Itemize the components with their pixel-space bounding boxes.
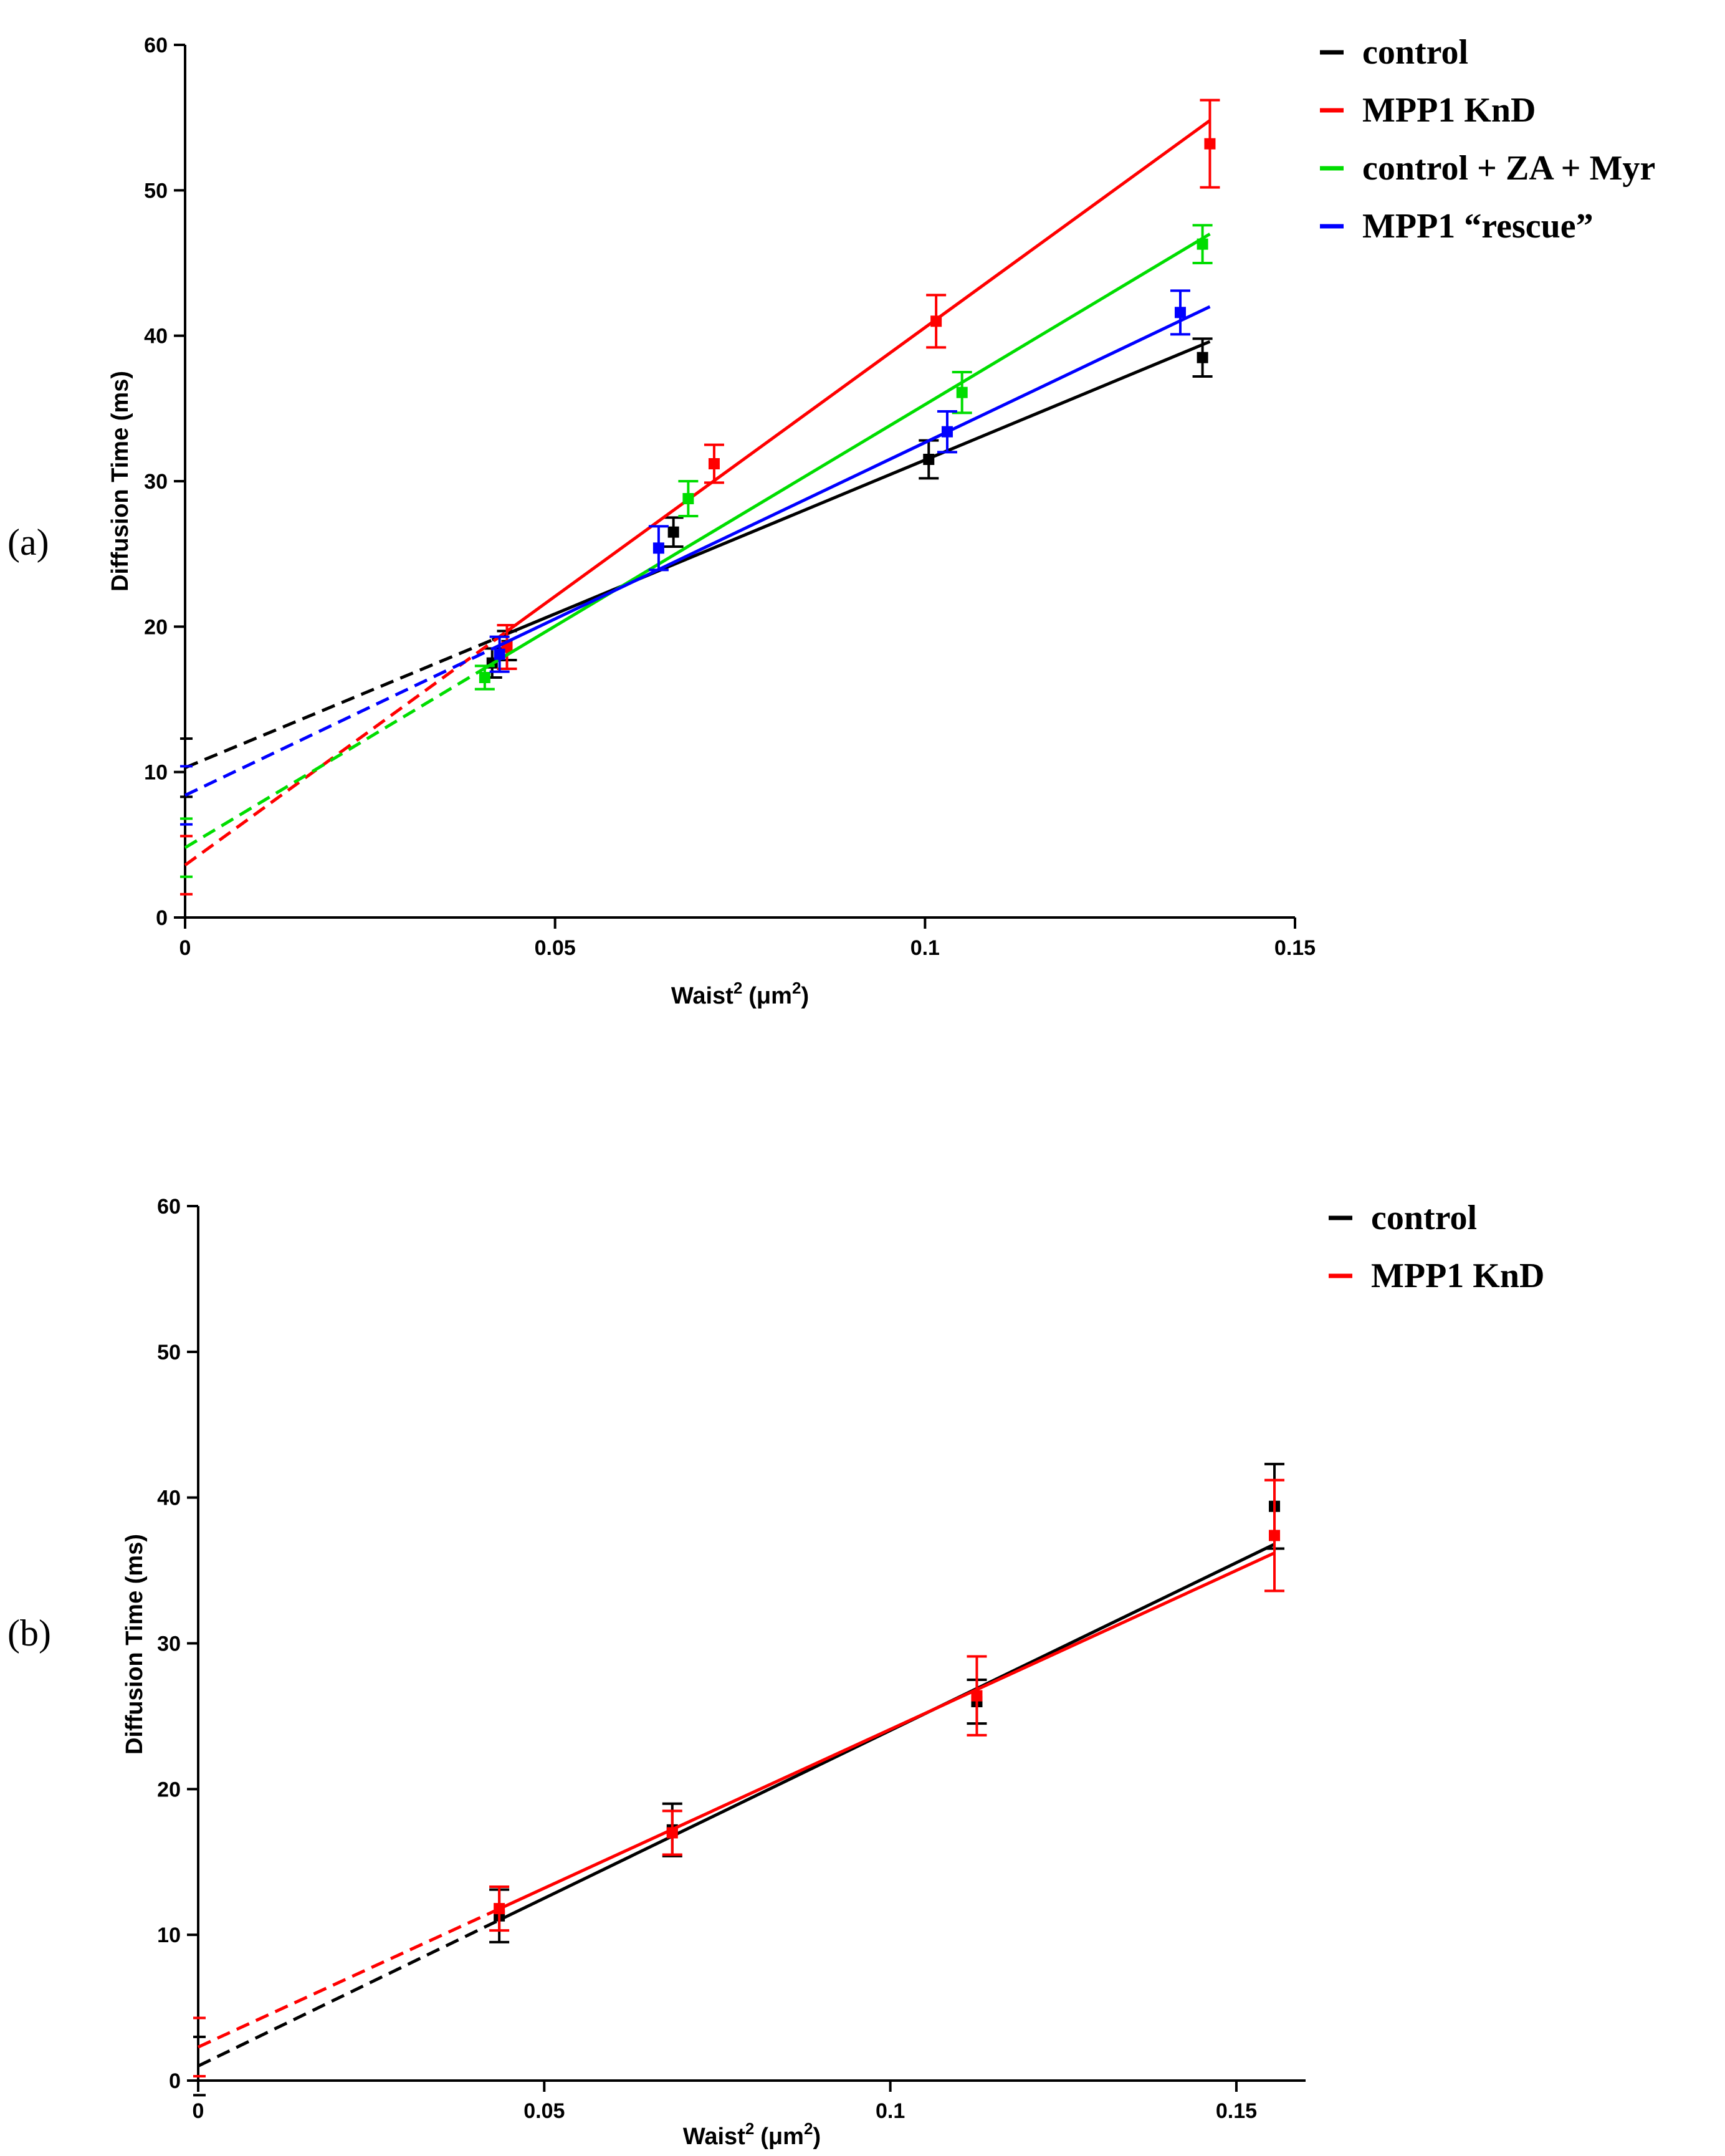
series-group xyxy=(193,1462,1285,2097)
y-tick-label: 60 xyxy=(157,1195,181,1219)
x-axis-title-sup: 2 xyxy=(745,2119,754,2138)
y-tick-label: 20 xyxy=(157,1778,181,1801)
data-point xyxy=(666,1827,678,1839)
data-point xyxy=(1197,238,1208,250)
fit-line xyxy=(491,340,1211,642)
fit-line-extrapolated xyxy=(184,666,486,850)
x-axis-title-unit-sup: 2 xyxy=(792,979,801,997)
x-axis-title-unit: (μm xyxy=(760,2124,804,2150)
panel-label: (b) xyxy=(7,1612,51,1654)
x-tick-label: 0.1 xyxy=(910,936,940,960)
legend-label: control xyxy=(1371,1199,1477,1237)
data-point xyxy=(1174,307,1186,319)
fit-line xyxy=(499,1551,1276,1910)
x-axis-title-main: Waist xyxy=(683,2124,745,2150)
fit-line xyxy=(484,232,1211,670)
data-point xyxy=(652,542,664,554)
y-tick-label: 20 xyxy=(144,615,168,639)
fit-line-extrapolated xyxy=(184,630,508,867)
y-tick-label: 60 xyxy=(144,34,168,57)
x-axis-title-unit-sup: 2 xyxy=(804,2119,813,2138)
x-axis-title-main: Waist xyxy=(671,983,733,1009)
series-group xyxy=(180,289,1211,826)
legend-label: control xyxy=(1362,33,1468,72)
data-point xyxy=(494,1903,505,1915)
x-axis-title-unit: (μm xyxy=(748,983,792,1009)
y-tick-label: 40 xyxy=(157,1487,181,1510)
x-tick-label: 0.15 xyxy=(1216,2099,1257,2123)
series-group xyxy=(180,98,1220,896)
series-group xyxy=(193,1478,1285,2077)
data-point xyxy=(1197,352,1208,363)
y-tick-label: 30 xyxy=(157,1632,181,1656)
x-axis-title-close: ) xyxy=(801,983,809,1009)
y-axis-title: Diffusion Time (ms) xyxy=(122,1534,148,1755)
y-axis-title: Diffusion Time (ms) xyxy=(107,371,133,592)
y-tick-label: 40 xyxy=(144,325,168,348)
data-point xyxy=(956,386,968,398)
data-point xyxy=(941,426,953,438)
data-point xyxy=(930,315,942,327)
y-tick-label: 50 xyxy=(157,1341,181,1364)
data-point xyxy=(682,493,694,504)
data-point xyxy=(708,458,720,469)
series-group xyxy=(180,337,1213,798)
legend-label: MPP1 KnD xyxy=(1362,91,1536,130)
y-tick-label: 50 xyxy=(144,179,168,203)
x-tick-label: 0.1 xyxy=(876,2099,905,2123)
chart-panel-a: (a) 0 10 20 30 40 50 60 0 0.05 0.1 0.15 Diffusion Ti… xyxy=(0,0,1725,1060)
y-tick-label: 10 xyxy=(157,1924,181,1947)
chart-a-svg: (a) 0 10 20 30 40 50 60 0 0.05 0.1 0.15 Diffusion Ti… xyxy=(7,33,1655,1009)
fit-line-extrapolated xyxy=(184,638,493,769)
chart-panel-b: (b) 0 10 20 30 40 50 60 0 0.05 0.1 0.15 Diffusion Ti… xyxy=(0,1147,1725,2156)
y-tick-label: 30 xyxy=(144,470,168,494)
legend-label: MPP1 “rescue” xyxy=(1362,207,1594,246)
x-tick-label: 0.15 xyxy=(1274,936,1316,960)
data-point xyxy=(1269,1530,1281,1541)
data-point xyxy=(923,454,935,465)
x-tick-label: 0 xyxy=(193,2099,204,2123)
data-point xyxy=(494,648,505,660)
x-axis-title-sup: 2 xyxy=(733,979,742,997)
x-axis-title-close: ) xyxy=(813,2124,821,2150)
data-point xyxy=(971,1690,983,1702)
fit-line-extrapolated xyxy=(197,1919,500,2067)
y-tick-label: 10 xyxy=(144,761,168,785)
x-axis-title: Waist2 (μm2) xyxy=(683,2119,821,2150)
y-tick-label: 0 xyxy=(169,2069,181,2093)
legend-label: MPP1 KnD xyxy=(1371,1257,1544,1295)
data-point xyxy=(1204,138,1216,150)
fit-line-extrapolated xyxy=(197,1907,500,2049)
fit-line-extrapolated xyxy=(184,644,500,797)
x-tick-label: 0.05 xyxy=(535,936,576,960)
legend-label: control + ZA + Myr xyxy=(1362,149,1655,188)
chart-b-svg: (b) 0 10 20 30 40 50 60 0 0.05 0.1 0.15 Diffusion Ti… xyxy=(7,1195,1544,2150)
data-point xyxy=(479,672,490,683)
y-tick-label: 0 xyxy=(156,906,168,930)
fit-line xyxy=(506,119,1211,633)
x-tick-label: 0.05 xyxy=(523,2099,565,2123)
fit-line xyxy=(499,305,1211,647)
data-point xyxy=(667,526,679,538)
panel-label: (a) xyxy=(7,522,49,563)
x-tick-label: 0 xyxy=(179,936,191,960)
x-axis-title: Waist2 (μm2) xyxy=(671,979,809,1009)
